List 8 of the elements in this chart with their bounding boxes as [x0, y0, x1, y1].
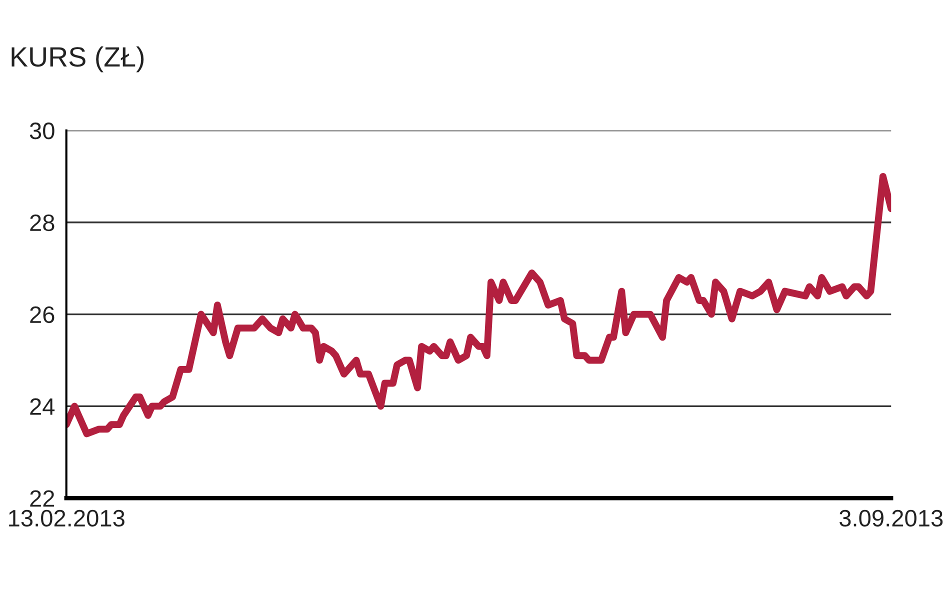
y-tick-label: 28 — [30, 214, 54, 232]
y-tick-label: 22 — [30, 490, 54, 507]
x-tick-label: 13.02.2013 — [9, 510, 124, 527]
y-tick-label: 30 — [30, 122, 54, 140]
y-tick-label: 24 — [30, 398, 55, 415]
chart-subtitle: KURS (ZŁ) — [12, 46, 144, 72]
x-tick-label: 3.09.2013 — [840, 510, 943, 527]
y-tick-label: 26 — [30, 306, 54, 324]
